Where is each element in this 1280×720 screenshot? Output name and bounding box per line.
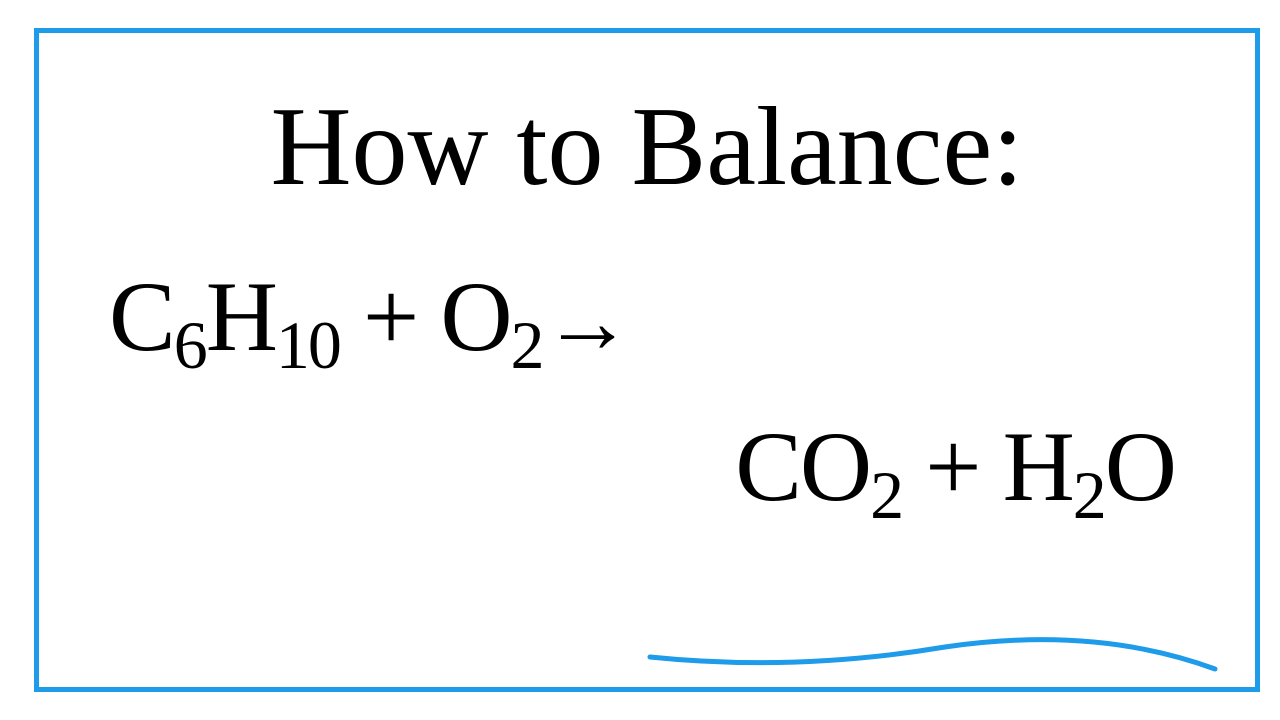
product2-el1: H [1003, 411, 1073, 522]
reactant2-el1: O [440, 261, 510, 372]
page-title: How to Balance: [99, 83, 1195, 212]
product2-el2: O [1105, 411, 1175, 522]
content-frame: How to Balance: C6H10 + O2 → CO2 + H2O [34, 28, 1260, 692]
product2-sub1: 2 [1073, 457, 1105, 533]
reactant1-el2: H [206, 261, 276, 372]
plus-1: + [340, 261, 440, 372]
reaction-arrow-icon: → [543, 273, 631, 372]
plus-2: + [902, 411, 1002, 522]
equation-products: CO2 + H2O [99, 412, 1175, 522]
reactant1-sub2: 10 [276, 307, 340, 383]
product1-el1: CO [735, 411, 870, 522]
equation-reactants: C6H10 + O2 → [109, 262, 1195, 377]
reactant1-sub1: 6 [174, 307, 206, 383]
reactant1-el1: C [109, 261, 174, 372]
reactant2-sub1: 2 [511, 307, 543, 383]
underline-swoosh-icon [645, 627, 1225, 677]
product1-sub1: 2 [870, 457, 902, 533]
